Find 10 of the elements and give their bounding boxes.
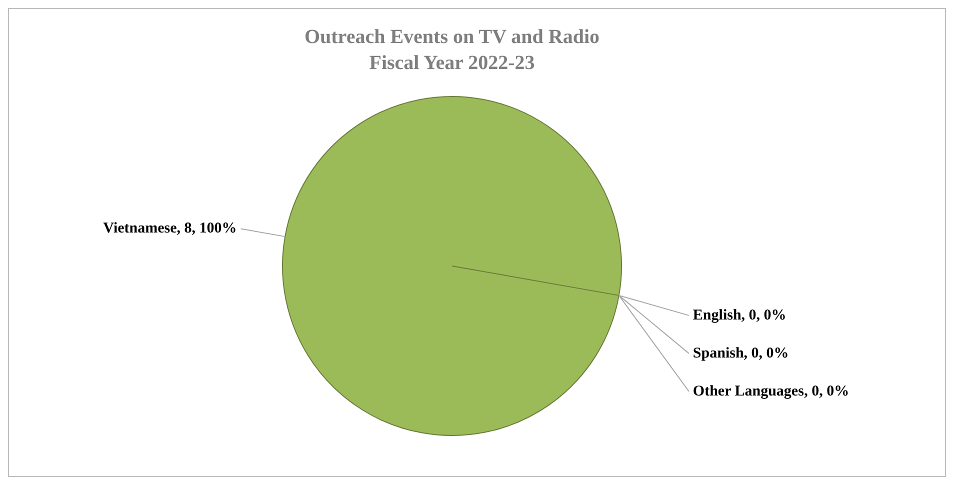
category-label: Spanish xyxy=(692,345,744,362)
data-label: , 8, 100% xyxy=(176,220,237,237)
legend-label: English xyxy=(692,307,742,324)
text: , 0, 0% xyxy=(744,345,789,362)
chart-title: Outreach Events on TV and Radio xyxy=(304,26,600,48)
text: , 0, 0% xyxy=(804,383,850,400)
category-label: Other Languages xyxy=(692,383,804,400)
chart-subtitle: Fiscal Year 2022-23 xyxy=(369,52,535,74)
slice-label: Vietnamese xyxy=(103,220,178,237)
text: , 0, 0% xyxy=(741,307,786,324)
